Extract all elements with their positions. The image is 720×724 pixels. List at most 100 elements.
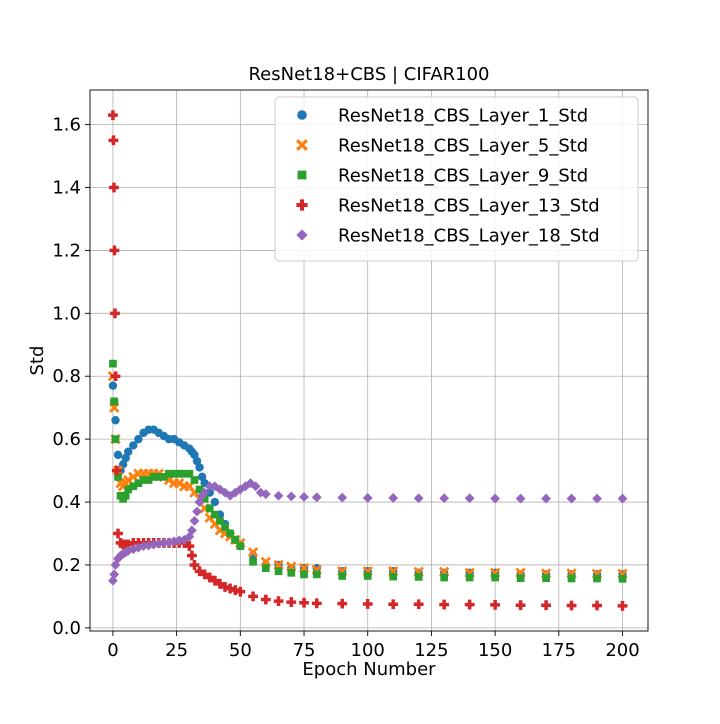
data-point [225, 490, 236, 501]
data-point [414, 573, 423, 581]
data-point [109, 182, 119, 193]
data-point [515, 493, 526, 504]
data-point [337, 598, 348, 609]
data-point [109, 359, 117, 368]
data-point [299, 492, 309, 502]
data-point [129, 482, 138, 491]
y-tick-label: 0.6 [52, 429, 81, 450]
legend-label: ResNet18_CBS_Layer_18_Std [338, 226, 600, 247]
x-tick-label: 75 [293, 640, 316, 661]
data-point [274, 567, 283, 576]
data-point [617, 493, 628, 504]
data-layer [107, 110, 628, 611]
data-point [197, 472, 207, 482]
data-point [592, 493, 602, 504]
data-point [464, 493, 475, 504]
y-tick-label: 0.4 [52, 492, 81, 513]
data-point [413, 493, 424, 504]
data-point [204, 572, 215, 583]
data-point [299, 597, 309, 608]
data-point [337, 492, 348, 503]
data-point [362, 493, 373, 503]
data-point [111, 465, 122, 476]
data-point [541, 493, 551, 504]
data-point [240, 481, 251, 492]
data-point [465, 573, 474, 582]
data-point [195, 463, 204, 472]
legend-marker [296, 199, 308, 211]
data-point [109, 245, 120, 256]
data-point [195, 485, 204, 494]
data-point [189, 560, 200, 570]
plot-frame [89, 89, 649, 632]
data-point [210, 497, 220, 507]
data-point [440, 573, 449, 582]
data-point [194, 566, 205, 577]
data-point [312, 570, 321, 579]
data-point [175, 469, 184, 478]
x-tick-label: 100 [351, 640, 385, 661]
data-point [108, 575, 118, 586]
data-point [205, 504, 214, 513]
data-point [128, 538, 139, 548]
data-point [110, 308, 120, 319]
data-point [109, 569, 120, 580]
data-point [618, 574, 627, 583]
data-point [121, 453, 130, 463]
data-point [249, 557, 257, 566]
data-point [464, 599, 475, 610]
data-point [287, 568, 296, 577]
data-point [121, 491, 130, 500]
data-point [311, 492, 322, 503]
x-tick-label: 200 [605, 640, 639, 661]
data-point [124, 485, 133, 494]
legend-marker [296, 139, 308, 151]
series-group-3 [109, 359, 627, 583]
data-point [197, 490, 208, 501]
data-point [413, 599, 424, 610]
data-point [200, 495, 209, 503]
x-axis-label: Epoch Number [302, 659, 436, 680]
data-point [180, 469, 189, 478]
tick-layer: 0 25 50 75 100 125 150 175 200 0.0 0.2 0.4 0.6 0.8 1.0… [52, 115, 639, 661]
legend-label: ResNet18_CBS_Layer_9_Std [338, 166, 588, 187]
data-point [108, 110, 118, 121]
data-point [221, 523, 229, 532]
data-point [286, 597, 297, 607]
data-point [260, 489, 271, 500]
data-point [210, 510, 219, 519]
y-tick-label: 0.2 [52, 555, 81, 576]
data-point [388, 493, 399, 503]
data-point [123, 539, 134, 550]
data-point [113, 450, 123, 460]
legend: ResNet18_CBS_Layer_1_Std ResNet18_CBS_Lay… [274, 96, 639, 262]
data-point [593, 574, 601, 583]
y-tick-label: 0.0 [52, 618, 81, 639]
y-tick-label: 0.8 [52, 366, 81, 387]
data-point [149, 473, 158, 481]
data-point [260, 594, 271, 605]
data-point [300, 570, 308, 579]
data-point [108, 135, 119, 146]
data-point [199, 569, 210, 580]
data-point [363, 572, 372, 580]
data-point [110, 371, 121, 382]
y-tick-label: 1.0 [52, 303, 81, 324]
data-point [362, 599, 373, 609]
legend-marker [297, 110, 307, 120]
data-point [248, 591, 258, 602]
data-point [491, 573, 499, 582]
data-point [273, 596, 284, 607]
data-point [617, 600, 628, 611]
data-point [144, 476, 153, 484]
legend-label: ResNet18_CBS_Layer_5_Std [338, 136, 588, 157]
data-point [190, 476, 199, 484]
data-point [154, 473, 163, 481]
data-point [250, 481, 261, 492]
data-point [439, 599, 450, 610]
x-tick-label: 150 [478, 640, 512, 661]
data-point [110, 560, 121, 570]
data-point [220, 582, 230, 592]
data-point [388, 599, 399, 610]
data-point [170, 469, 178, 478]
